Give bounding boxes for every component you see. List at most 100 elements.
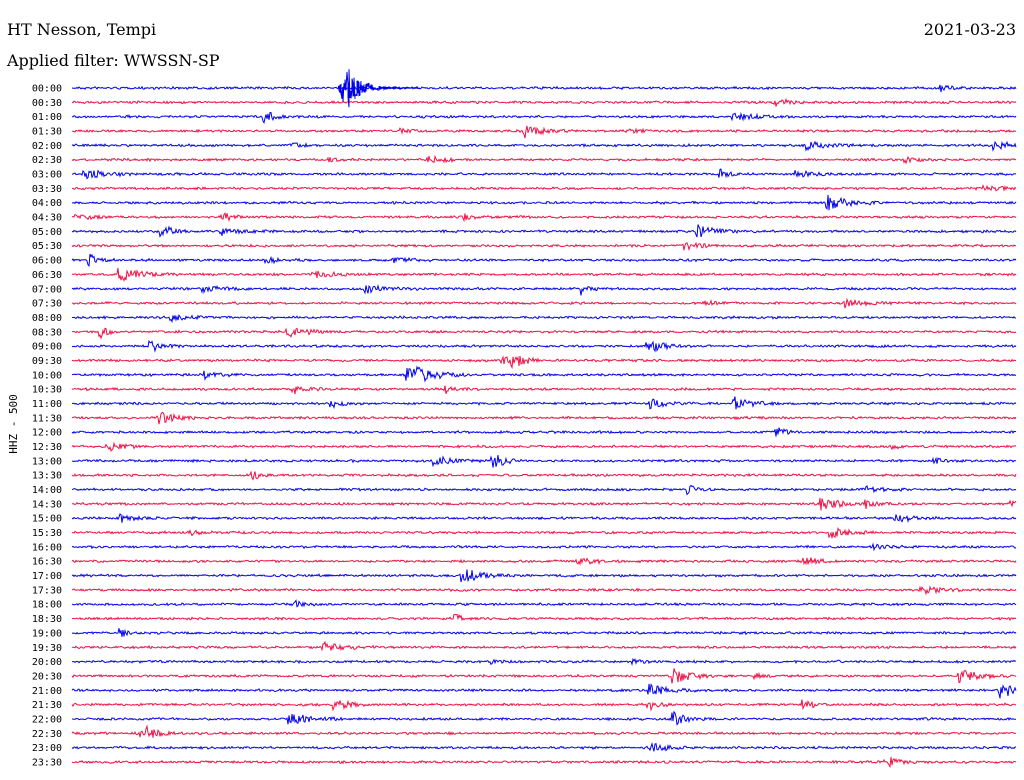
time-tick-label: 11:00 [32, 399, 62, 410]
trace-line [71, 284, 1017, 296]
trace-line [71, 683, 1017, 699]
trace-line [71, 657, 1017, 667]
time-tick-label: 16:30 [32, 557, 62, 568]
time-tick-label: 21:00 [32, 686, 62, 697]
trace-line [71, 168, 1017, 180]
time-tick-label: 21:30 [32, 700, 62, 711]
time-tick-label: 02:00 [32, 141, 62, 152]
trace-line [71, 569, 1017, 583]
time-tick-label: 18:30 [32, 614, 62, 625]
time-tick-label: 17:30 [32, 585, 62, 596]
time-tick-label: 03:00 [32, 170, 62, 181]
trace-line [71, 542, 1017, 552]
time-tick-label: 20:30 [32, 671, 62, 682]
time-tick-label: 22:00 [32, 714, 62, 725]
trace-line [71, 212, 1017, 223]
trace-line [71, 140, 1017, 152]
trace-line [71, 484, 1017, 496]
trace-line [71, 411, 1017, 425]
trace-line [72, 710, 1017, 726]
time-tick-label: 10:30 [32, 385, 62, 396]
time-tick-label: 14:30 [32, 499, 62, 510]
trace-line [71, 97, 1017, 107]
trace-line [71, 241, 1017, 252]
seismic-traces [71, 69, 1017, 769]
trace-line [71, 253, 1017, 267]
time-tick-label: 03:30 [32, 184, 62, 195]
trace-line [71, 741, 1017, 752]
trace-line [71, 585, 1017, 596]
time-tick-label: 13:00 [32, 456, 62, 467]
time-tick-label: 06:00 [32, 256, 62, 267]
time-tick-label: 10:00 [32, 370, 62, 381]
time-tick-label: 14:00 [32, 485, 62, 496]
time-tick-label: 02:30 [32, 155, 62, 166]
time-tick-label: 18:00 [32, 600, 62, 611]
channel-axis-label: HHZ - 500 [7, 394, 20, 454]
time-tick-label: 23:30 [32, 757, 62, 768]
trace-line [71, 513, 1017, 523]
time-tick-labels: 00:00 00:30 01:00 01:30 02:00 02:30 03:00 03:30… [32, 84, 62, 769]
time-tick-label: 20:00 [32, 657, 62, 668]
time-tick-label: 09:00 [32, 342, 62, 353]
trace-line [71, 327, 1017, 340]
trace-line [71, 154, 1017, 165]
trace-line [71, 557, 1017, 566]
trace-line [71, 339, 1017, 353]
trace-line [71, 668, 1017, 684]
time-tick-label: 00:00 [32, 84, 62, 95]
time-tick-label: 06:30 [32, 270, 62, 281]
trace-line [71, 365, 1017, 383]
trace-line [71, 111, 1017, 125]
trace-line [71, 455, 1017, 468]
trace-line [72, 297, 1017, 309]
time-tick-label: 09:30 [32, 356, 62, 367]
time-tick-label: 04:30 [32, 213, 62, 224]
filter-label: Applied filter: WWSSN-SP [7, 51, 220, 70]
trace-line [71, 355, 1017, 370]
trace-line [71, 267, 1017, 282]
trace-line [71, 756, 1017, 769]
time-tick-label: 22:30 [32, 729, 62, 740]
trace-line [71, 84, 1017, 93]
trace-line [71, 699, 1017, 712]
earthquake-event-trace [337, 69, 420, 108]
trace-line [71, 125, 1017, 139]
trace-line [72, 184, 1017, 192]
time-tick-label: 19:00 [32, 628, 62, 639]
trace-line [71, 526, 1017, 539]
record-date: 2021-03-23 [923, 20, 1016, 39]
time-tick-label: 15:00 [32, 514, 62, 525]
time-tick-label: 11:30 [32, 413, 62, 424]
trace-line [71, 497, 1017, 511]
time-tick-label: 07:30 [32, 299, 62, 310]
time-tick-label: 08:30 [32, 327, 62, 338]
trace-line [71, 194, 1017, 211]
trace-line [71, 224, 1017, 238]
trace-line [71, 628, 1017, 637]
time-tick-label: 07:00 [32, 284, 62, 295]
time-tick-label: 16:00 [32, 542, 62, 553]
time-tick-label: 00:30 [32, 98, 62, 109]
trace-line [71, 599, 1017, 608]
time-tick-label: 19:30 [32, 643, 62, 654]
trace-line [71, 427, 1017, 437]
time-tick-label: 04:00 [32, 198, 62, 209]
trace-line [71, 396, 1017, 410]
trace-line [72, 613, 1017, 622]
time-tick-label: 01:00 [32, 112, 62, 123]
time-tick-label: 15:30 [32, 528, 62, 539]
time-tick-label: 12:00 [32, 428, 62, 439]
time-tick-label: 23:00 [32, 743, 62, 754]
time-tick-label: 05:30 [32, 241, 62, 252]
trace-line [71, 724, 1016, 738]
time-tick-label: 13:30 [32, 471, 62, 482]
trace-line [71, 313, 1017, 324]
time-tick-label: 12:30 [32, 442, 62, 453]
time-tick-label: 05:00 [32, 227, 62, 238]
trace-line [71, 385, 1017, 395]
time-tick-label: 01:30 [32, 127, 62, 138]
time-tick-label: 08:00 [32, 313, 62, 324]
trace-line [71, 441, 1017, 452]
